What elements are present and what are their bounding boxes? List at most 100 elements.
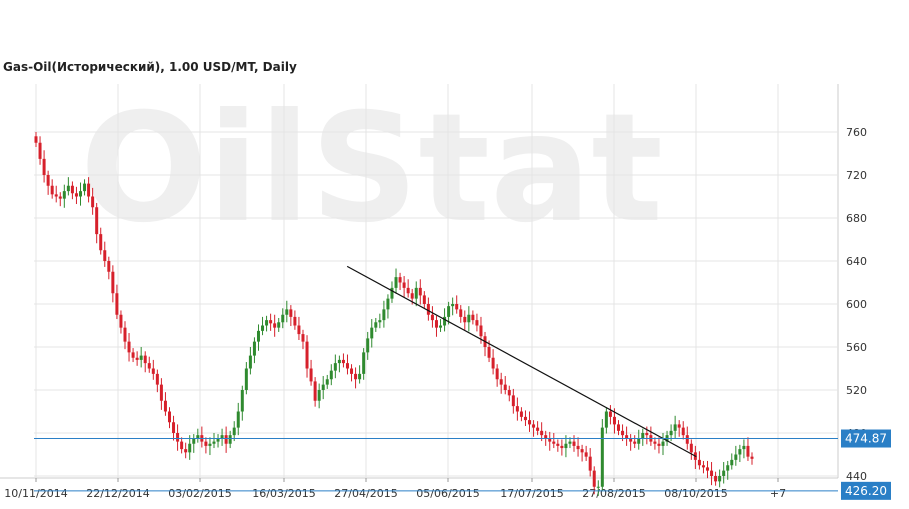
candle-body — [329, 370, 333, 380]
candle-body — [163, 400, 167, 412]
candle-body — [390, 287, 394, 299]
candle-body — [232, 427, 236, 436]
candle-body — [244, 368, 248, 390]
candle-body — [115, 293, 119, 315]
candle-body — [317, 390, 321, 401]
candle-body — [528, 420, 532, 425]
candle-body — [378, 320, 382, 323]
candle-body — [107, 261, 111, 272]
candle-body — [629, 438, 633, 442]
x-tick-label: 22/12/2014 — [86, 487, 149, 500]
candle-body — [139, 355, 143, 360]
candle-body — [414, 287, 418, 299]
candle-body — [742, 445, 746, 450]
level-tag-label: 474.87 — [845, 432, 887, 446]
candle-body — [430, 314, 434, 321]
candle-body — [362, 352, 366, 374]
candle-body — [572, 441, 576, 446]
candle-body — [184, 449, 188, 453]
candle-body — [155, 373, 159, 385]
candle-body — [325, 379, 329, 385]
candle-body — [358, 373, 362, 380]
x-tick-label: 27/08/2015 — [582, 487, 645, 500]
candle-body — [669, 430, 673, 436]
candle-body — [305, 341, 309, 369]
candle-body — [479, 325, 483, 337]
candle-body — [188, 443, 192, 453]
candle-body — [78, 191, 82, 197]
candle-body — [645, 433, 649, 436]
candle-body — [515, 406, 519, 412]
candle-body — [382, 309, 386, 321]
candle-body — [556, 443, 560, 446]
candle-body — [313, 381, 317, 401]
candle-body — [354, 373, 358, 380]
candle-body — [147, 363, 151, 369]
candle-body — [523, 416, 527, 421]
candle-body — [426, 304, 430, 315]
candle-body — [519, 411, 523, 417]
candle-body — [99, 234, 103, 251]
candle-body — [394, 277, 398, 288]
candle-body — [434, 320, 438, 328]
candle-body — [600, 427, 604, 487]
candle-body — [738, 449, 742, 455]
candle-body — [119, 314, 123, 328]
candle-body — [252, 341, 256, 356]
level-tag — [841, 429, 891, 448]
x-tick-label: 17/07/2015 — [500, 487, 563, 500]
x-tick-label: 10/11/2014 — [4, 487, 67, 500]
candle-body — [536, 427, 540, 431]
chart-title: Gas-Oil(Исторический), 1.00 USD/MT, Dail… — [3, 60, 297, 74]
y-tick-label: 600 — [846, 298, 867, 311]
candle-body — [220, 435, 224, 439]
candle-body — [499, 379, 503, 385]
candle-body — [341, 359, 345, 364]
candle-body — [216, 438, 220, 442]
candle-body — [345, 363, 349, 369]
candle-body — [459, 309, 463, 317]
candle-body — [159, 384, 163, 401]
candle-body — [66, 185, 70, 192]
candle-body — [439, 325, 443, 328]
candle-body — [406, 287, 410, 294]
candle-body — [491, 357, 495, 369]
x-tick-label: 03/02/2015 — [168, 487, 231, 500]
candle-body — [730, 459, 734, 466]
level-tag-label: 426.20 — [845, 484, 887, 498]
candle-body — [584, 452, 588, 457]
candle-body — [580, 449, 584, 453]
candle-body — [83, 183, 87, 192]
candle-body — [471, 314, 475, 321]
y-tick-label: 640 — [846, 255, 867, 268]
candle-body — [293, 316, 297, 326]
candle-body — [706, 467, 710, 471]
candle-body — [127, 341, 131, 353]
candle-body — [633, 441, 637, 444]
candle-body — [180, 441, 184, 450]
candle-body — [722, 470, 726, 476]
candle-body — [103, 250, 107, 261]
y-tick-label: 560 — [846, 341, 867, 354]
candle-body — [592, 470, 596, 487]
candle-body — [236, 411, 240, 428]
candle-body — [463, 316, 467, 323]
candle-body — [111, 271, 115, 294]
candle-body — [511, 395, 515, 407]
candle-body — [50, 185, 54, 195]
candle-body — [366, 338, 370, 353]
x-tick-label: +7 — [770, 487, 786, 500]
candle-body — [564, 443, 568, 449]
candle-body — [451, 304, 455, 307]
candle-body — [192, 438, 196, 444]
candle-body — [746, 445, 750, 457]
candle-body — [256, 330, 260, 342]
candle-body — [261, 325, 265, 331]
candle-body — [621, 430, 625, 436]
candle-body — [370, 327, 374, 339]
x-tick-label: 08/10/2015 — [664, 487, 727, 500]
candle-body — [123, 327, 127, 342]
candle-body — [443, 316, 447, 326]
candle-body — [337, 359, 341, 364]
candle-body — [544, 435, 548, 439]
